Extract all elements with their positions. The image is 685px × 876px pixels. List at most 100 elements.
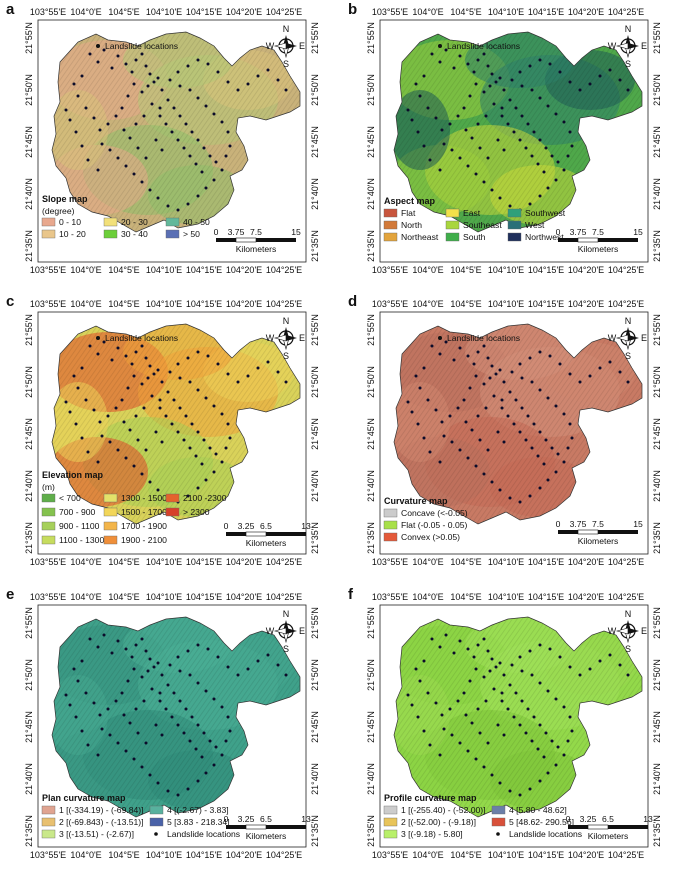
lon-tick-label-top: 104°5'E <box>108 299 139 309</box>
landslide-point <box>476 350 480 354</box>
landslide-point <box>110 66 114 70</box>
landslide-point <box>204 104 208 108</box>
landslide-point <box>542 170 546 174</box>
landslide-point <box>226 665 230 669</box>
landslide-point <box>74 130 78 134</box>
landslide-point <box>434 701 438 705</box>
landslide-point <box>410 703 414 707</box>
north-arrow-icon <box>615 620 639 644</box>
landslide-point <box>124 749 128 753</box>
landslide-point <box>246 667 250 671</box>
landslide-point <box>558 362 562 366</box>
legend-item-label: South <box>463 232 486 242</box>
legend-swatch <box>445 220 460 230</box>
scale-bar: 0 3.25 6.5 13 Kilometers <box>224 814 311 841</box>
landslide-point <box>618 370 622 374</box>
landslide-point <box>86 158 90 162</box>
lon-tick-label-top: 104°20'E <box>226 7 262 17</box>
landslide-points <box>64 340 288 504</box>
landslide-point <box>186 787 190 791</box>
landslide-point <box>558 70 562 74</box>
landslide-legend-dot <box>154 832 158 836</box>
landslide-point <box>142 114 146 118</box>
legend-swatch <box>383 508 398 518</box>
landslide-point <box>470 428 474 432</box>
landslide-point <box>508 683 512 687</box>
landslide-point <box>498 196 502 200</box>
east-label: E <box>299 41 305 51</box>
scale-unit-label: Kilometers <box>578 244 619 254</box>
landslide-point <box>164 122 168 126</box>
landslide-point <box>468 679 472 683</box>
legend-swatch <box>41 805 56 815</box>
landslide-point <box>428 743 432 747</box>
landslide-point <box>212 112 216 116</box>
landslide-legend-label: Landslide locations <box>167 829 240 839</box>
landslide-point <box>508 390 512 394</box>
landslide-point <box>518 500 522 504</box>
landslide-point <box>482 180 486 184</box>
east-label: E <box>299 626 305 636</box>
landslide-point <box>476 707 480 711</box>
landslide-point <box>158 114 162 118</box>
landslide-point <box>542 462 546 466</box>
landslide-point <box>146 376 150 380</box>
landslide-point <box>228 436 232 440</box>
landslide-point <box>148 480 152 484</box>
lat-tick-label-left: 21°50'N <box>24 74 34 106</box>
landslide-point <box>406 108 410 112</box>
landslide-point <box>550 739 554 743</box>
landslide-point <box>186 202 190 206</box>
landslide-point <box>196 138 200 142</box>
landslide-point <box>68 118 72 122</box>
landslide-point <box>568 422 572 426</box>
landslide-point <box>214 745 218 749</box>
landslide-point <box>64 693 68 697</box>
landslide-point <box>214 452 218 456</box>
scale-tick-label: 3.75 <box>570 227 587 237</box>
landslide-point <box>462 106 466 110</box>
landslide-point <box>226 715 230 719</box>
landslide-point <box>202 146 206 150</box>
landslide-legend-label: Landslide locations <box>105 333 178 343</box>
landslide-point <box>256 74 260 78</box>
north-arrow-icon <box>273 327 297 351</box>
landslide-point <box>526 707 530 711</box>
landslide-point <box>452 651 456 655</box>
landslide-point <box>538 681 542 685</box>
landslide-point <box>550 154 554 158</box>
landslide-point <box>562 753 566 757</box>
landslide-point <box>266 653 270 657</box>
landslide-point <box>502 440 506 444</box>
landslide-point <box>568 665 572 669</box>
landslide-point <box>486 64 490 68</box>
landslide-point <box>462 691 466 695</box>
landslide-point <box>498 488 502 492</box>
lon-tick-label-top: 104°10'E <box>488 299 524 309</box>
landslide-point <box>186 356 190 360</box>
landslide-point <box>102 340 106 344</box>
legend-item-label: > 2300 <box>183 507 210 517</box>
landslide-point <box>236 88 240 92</box>
landslide-point <box>96 753 100 757</box>
landslide-point <box>190 422 194 426</box>
map-subtitle: (m) <box>42 482 55 492</box>
lon-tick-label-top: 104°10'E <box>488 7 524 17</box>
landslide-point <box>176 208 180 212</box>
landslide-point <box>506 122 510 126</box>
lon-tick-label-top: 104°15'E <box>186 7 222 17</box>
map-panel-d: d 103°55'E 103°55'E 104°0'E 104°0'E 104°5'E 10… <box>348 293 662 567</box>
landslide-point <box>548 647 552 651</box>
landslide-point <box>562 705 566 709</box>
lat-tick-label-left: 21°35'N <box>24 230 34 262</box>
landslide-point <box>266 360 270 364</box>
landslide-point <box>86 450 90 454</box>
landslide-point <box>556 452 560 456</box>
lon-tick-label-top: 104°25'E <box>608 7 644 17</box>
landslide-point <box>430 52 434 56</box>
landslide-point <box>172 398 176 402</box>
legend-swatch <box>103 521 118 531</box>
landslide-point <box>520 699 524 703</box>
map-title: Aspect map <box>384 196 436 206</box>
landslide-point <box>224 154 228 158</box>
